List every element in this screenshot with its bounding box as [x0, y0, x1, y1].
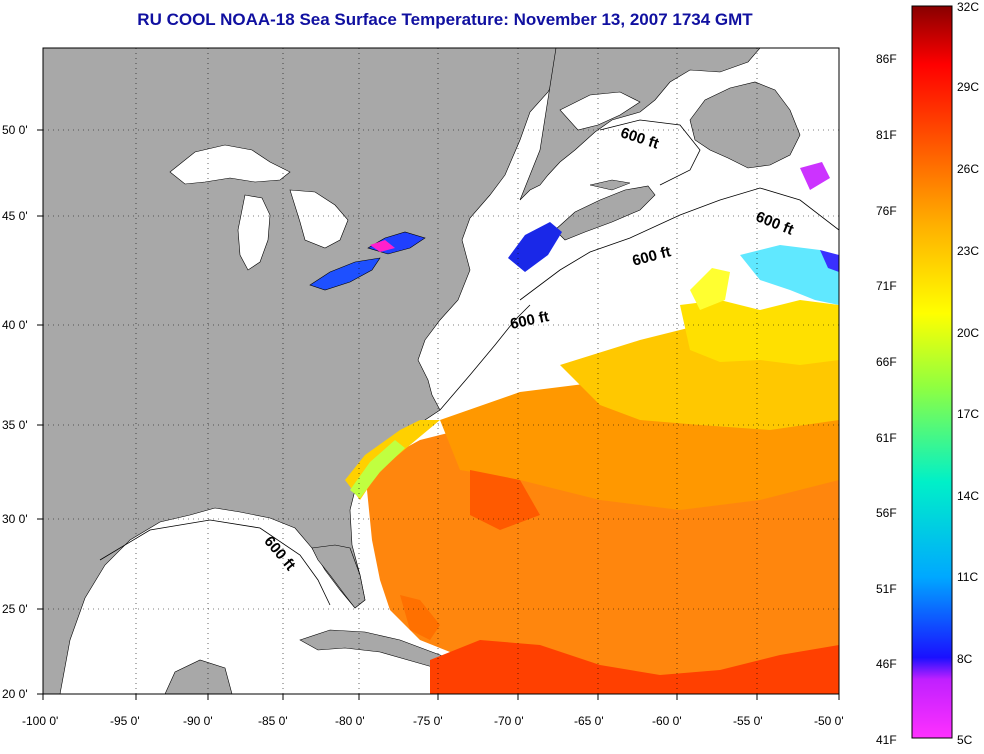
map-frame	[42, 47, 840, 695]
colorbar-c-label: 5C	[957, 733, 973, 747]
gulf-of-st-lawrence-water	[559, 91, 641, 131]
lat-tick-label: 45 0'	[2, 209, 28, 223]
lon-tick-label: -90 0'	[183, 714, 213, 728]
lat-tick-label: 50 0'	[2, 123, 28, 137]
lat-tick-label: 40 0'	[2, 318, 28, 332]
lon-tick-label: -100 0'	[22, 714, 59, 728]
colorbar	[911, 5, 953, 739]
colorbar-f-label: 81F	[876, 128, 897, 142]
lake-superior	[169, 144, 291, 185]
lon-tick-label: -50 0'	[814, 714, 844, 728]
colorbar-f-label: 41F	[876, 733, 897, 747]
colorbar-f-label: 66F	[876, 355, 897, 369]
colorbar-f-label: 61F	[876, 431, 897, 445]
colorbar-c-label: 20C	[957, 326, 980, 340]
map-title: RU COOL NOAA-18 Sea Surface Temperature:…	[137, 10, 753, 29]
lat-tick-label: 30 0'	[2, 512, 28, 526]
lat-tick-label: 35 0'	[2, 418, 28, 432]
colorbar-f-label: 76F	[876, 204, 897, 218]
lat-tick-label: 20 0'	[2, 687, 28, 701]
colorbar-c-label: 23C	[957, 244, 980, 258]
lon-tick-label: -75 0'	[413, 714, 443, 728]
lake-huron	[289, 189, 349, 249]
lon-tick-label: -80 0'	[335, 714, 365, 728]
colorbar-c-label: 8C	[957, 652, 973, 666]
maritime-canada-land	[519, 48, 761, 201]
bay-of-fundy-cold-water	[508, 222, 562, 272]
colorbar-c-label: 26C	[957, 162, 980, 176]
lon-tick-label: -95 0'	[110, 714, 140, 728]
colorbar-f-label: 46F	[876, 657, 897, 671]
sst-data-layer	[345, 162, 839, 694]
colorbar-c-label: 11C	[957, 570, 979, 584]
florida-land	[311, 544, 366, 609]
colorbar-f-label: 71F	[876, 279, 897, 293]
lat-tick-label: 25 0'	[2, 602, 28, 616]
colorbar-f-label: 56F	[876, 506, 897, 520]
bathymetry-contour-600ft	[519, 187, 839, 301]
lon-tick-label: -70 0'	[494, 714, 524, 728]
newfoundland-land	[689, 81, 801, 169]
lon-tick-label: -55 0'	[733, 714, 763, 728]
lon-tick-label: -85 0'	[258, 714, 288, 728]
lon-tick-label: -60 0'	[652, 714, 682, 728]
lake-erie	[309, 257, 381, 291]
pei-land	[589, 179, 631, 191]
map-area	[43, 48, 839, 694]
lake-michigan	[237, 194, 271, 271]
lon-tick-label: -65 0'	[574, 714, 604, 728]
colorbar-f-label: 51F	[876, 582, 897, 596]
axis-ticks	[37, 129, 840, 700]
colorbar-c-label: 32C	[957, 0, 980, 14]
yucatan-land	[164, 659, 233, 694]
colorbar-c-label: 29C	[957, 80, 980, 94]
colorbar-c-label: 17C	[957, 407, 980, 421]
colorbar-c-label: 14C	[957, 489, 980, 503]
colorbar-f-label: 86F	[876, 52, 897, 66]
nova-scotia-land	[554, 185, 656, 241]
